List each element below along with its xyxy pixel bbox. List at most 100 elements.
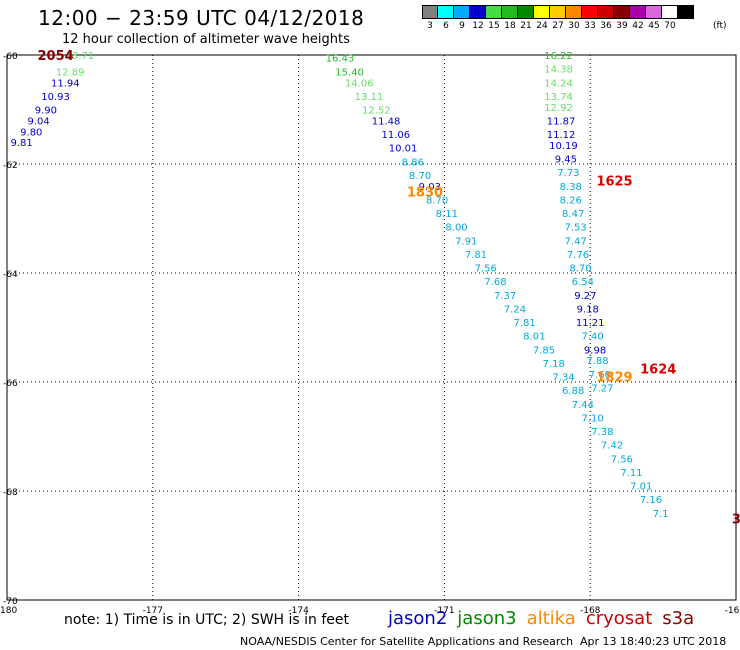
- y-tick-label: -64: [3, 270, 18, 280]
- legend-bin-label: 18: [504, 21, 516, 31]
- legend-swatch: [422, 5, 438, 19]
- wave-height-value: 13.74: [544, 92, 573, 103]
- wave-height-value: 7.88: [586, 356, 608, 367]
- y-tick-label: -60: [3, 52, 18, 62]
- legend-bin: 30: [566, 5, 582, 31]
- wave-height-value: 7.34: [552, 373, 574, 384]
- wave-height-value: 7.16: [640, 495, 662, 506]
- plot-frame: [6, 54, 737, 601]
- wave-height-value: 7.42: [601, 441, 623, 452]
- wave-height-value: 12.92: [544, 103, 573, 114]
- wave-height-value: 9.45: [555, 155, 577, 166]
- wave-height-value: 11.48: [372, 116, 401, 127]
- wave-height-value: 9.80: [20, 127, 42, 138]
- legend-bin-label: 24: [536, 21, 548, 31]
- wave-height-value: 7.91: [455, 236, 477, 247]
- wave-height-value: 16.43: [326, 54, 355, 65]
- track-time-label: 1830: [407, 185, 443, 200]
- satellite-name: s3a: [662, 608, 695, 629]
- legend-bin-label: 15: [488, 21, 500, 31]
- legend-bin-label: 45: [648, 21, 660, 31]
- legend-bin: 27: [550, 5, 566, 31]
- legend-swatch: [454, 5, 470, 19]
- satellite-legend: jason2 jason3 altika cryosat s3a: [388, 608, 694, 629]
- wave-height-value: 8.38: [560, 182, 582, 193]
- wave-height-value: 7.24: [504, 304, 526, 315]
- wave-height-value: 6.88: [562, 386, 584, 397]
- wave-height-value: 7.47: [564, 236, 586, 247]
- legend-bin: 21: [518, 5, 534, 31]
- legend-swatch: [502, 5, 518, 19]
- track-time-label: 1829: [596, 371, 632, 386]
- wave-height-value: 9.18: [577, 304, 599, 315]
- x-tick-label: -16: [725, 606, 740, 616]
- wave-height-value: 15.40: [335, 67, 364, 78]
- wave-height-value: 7.76: [567, 250, 589, 261]
- legend-bin: 12: [470, 5, 486, 31]
- wave-height-value: 7.53: [564, 223, 586, 234]
- legend-swatch: [550, 5, 566, 19]
- legend-bin-label: 70: [664, 21, 676, 31]
- legend-bin-label: 39: [616, 21, 628, 31]
- wave-height-value: 11.06: [381, 130, 410, 141]
- wave-height-value: 7.11: [620, 468, 642, 479]
- legend-swatch: [534, 5, 550, 19]
- x-tick-label: -174: [288, 606, 309, 616]
- legend-bin-label: 36: [600, 21, 612, 31]
- wave-height-value: 7.1: [653, 509, 669, 520]
- x-tick-label: -180: [0, 606, 17, 616]
- legend-bin-label: 3: [427, 21, 433, 31]
- legend-swatch: [630, 5, 646, 19]
- wave-height-value: 10.01: [389, 144, 418, 155]
- wave-height-value: 7.27: [591, 383, 613, 394]
- footer-timestamp: Apr 13 18:40:23 UTC 2018: [580, 635, 727, 648]
- legend-bin: 70: [662, 5, 678, 31]
- legend-swatch: [678, 5, 694, 19]
- y-tick-label: -70: [3, 597, 18, 607]
- legend-bin-label: 12: [472, 21, 484, 31]
- legend-bin: 39: [614, 5, 630, 31]
- legend-bin: [678, 5, 694, 31]
- wave-height-value: 8.70: [426, 195, 448, 206]
- footer-credit: NOAA/NESDIS Center for Satellite Applica…: [240, 635, 574, 648]
- wave-height-value: 9.03: [419, 182, 441, 193]
- legend-bin-label: 33: [584, 21, 596, 31]
- wave-height-value: 9.04: [27, 116, 49, 127]
- legend-swatch: [470, 5, 486, 19]
- wave-height-value: 7.10: [581, 413, 603, 424]
- legend-bin-label: 9: [459, 21, 465, 31]
- legend-bin: 9: [454, 5, 470, 31]
- legend-bin: 15: [486, 5, 502, 31]
- wave-height-value: 7.56: [475, 264, 497, 275]
- wave-height-value: 7.38: [591, 427, 613, 438]
- legend-bin-label: 30: [568, 21, 580, 31]
- wave-height-value: 8.11: [436, 209, 458, 220]
- x-tick-label: -177: [143, 606, 163, 616]
- legend-swatch: [518, 5, 534, 19]
- wave-height-value: 9.81: [10, 138, 32, 149]
- legend-bin: 36: [598, 5, 614, 31]
- y-tick-label: -68: [3, 488, 18, 498]
- wave-height-value: 8.01: [523, 332, 545, 343]
- wave-height-value: 9.98: [584, 345, 606, 356]
- legend-bin: 42: [630, 5, 646, 31]
- wave-height-value: 12.89: [56, 67, 85, 78]
- wave-height-value: 7.85: [533, 345, 555, 356]
- wave-height-value: 8.26: [560, 195, 582, 206]
- wave-height-value: 8.47: [562, 209, 584, 220]
- y-tick-label: -62: [3, 161, 18, 171]
- wave-height-value: 11.12: [547, 130, 576, 141]
- wave-height-value: 13.11: [355, 92, 384, 103]
- wave-height-value: 13.71: [66, 51, 95, 62]
- wave-height-value: 9.27: [574, 291, 596, 302]
- wave-height-value: 10.93: [41, 92, 70, 103]
- wave-height-value: 8.86: [402, 157, 424, 168]
- wave-height-value: 14.24: [544, 78, 573, 89]
- wave-height-value: 8.70: [409, 171, 431, 182]
- note-text: note: 1) Time is in UTC; 2) SWH is in fe…: [64, 612, 350, 628]
- wave-height-value: 7.40: [581, 332, 603, 343]
- legend-swatch: [662, 5, 678, 19]
- wave-height-value: 8.00: [445, 223, 467, 234]
- satellite-name: altika: [526, 608, 576, 629]
